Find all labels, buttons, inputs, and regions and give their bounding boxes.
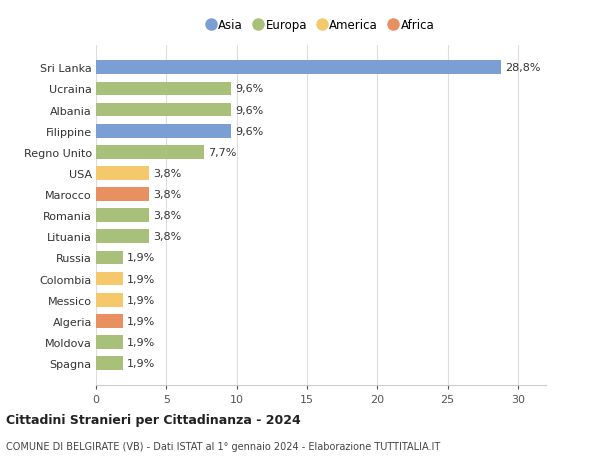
Bar (96, 357, 123, 370)
Bar (96, 62, 501, 75)
Bar (96, 188, 149, 202)
Bar (96, 314, 123, 328)
Bar (96, 103, 231, 117)
Text: 9,6%: 9,6% (235, 126, 263, 136)
Text: 3,8%: 3,8% (154, 168, 182, 179)
Text: 1,9%: 1,9% (127, 337, 155, 347)
Bar (96, 272, 123, 286)
Bar (96, 209, 149, 223)
Text: 1,9%: 1,9% (127, 253, 155, 263)
Text: 7,7%: 7,7% (209, 147, 237, 157)
Legend: Asia, Europa, America, Africa: Asia, Europa, America, Africa (203, 14, 439, 37)
Bar (96, 167, 149, 180)
Bar (96, 251, 123, 265)
Text: 3,8%: 3,8% (154, 211, 182, 221)
Bar (96, 336, 123, 349)
Text: 1,9%: 1,9% (127, 358, 155, 368)
Text: 1,9%: 1,9% (127, 316, 155, 326)
Text: 28,8%: 28,8% (505, 63, 541, 73)
Bar (96, 146, 204, 159)
Text: 3,8%: 3,8% (154, 232, 182, 242)
Text: COMUNE DI BELGIRATE (VB) - Dati ISTAT al 1° gennaio 2024 - Elaborazione TUTTITAL: COMUNE DI BELGIRATE (VB) - Dati ISTAT al… (6, 441, 440, 451)
Text: 9,6%: 9,6% (235, 84, 263, 94)
Bar (96, 230, 149, 244)
Bar (96, 83, 231, 96)
Bar (96, 293, 123, 307)
Text: 1,9%: 1,9% (127, 274, 155, 284)
Text: 1,9%: 1,9% (127, 295, 155, 305)
Text: 9,6%: 9,6% (235, 106, 263, 115)
Text: Cittadini Stranieri per Cittadinanza - 2024: Cittadini Stranieri per Cittadinanza - 2… (6, 413, 301, 426)
Text: 3,8%: 3,8% (154, 190, 182, 200)
Bar (96, 124, 231, 138)
